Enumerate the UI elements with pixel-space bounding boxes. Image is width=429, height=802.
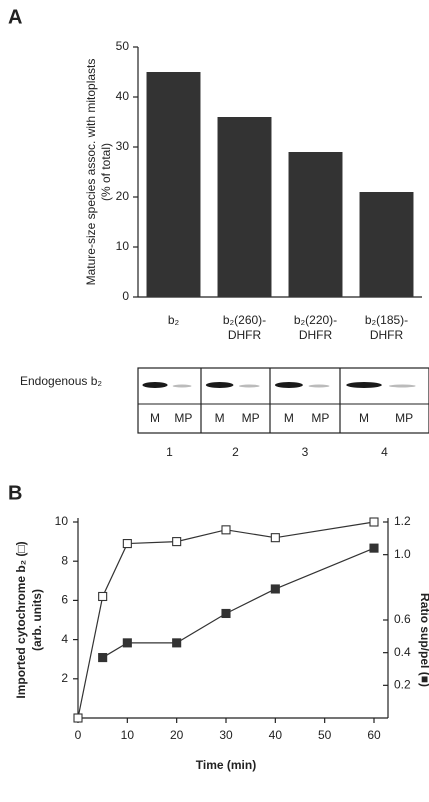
- data-point: [123, 540, 131, 548]
- data-point: [271, 585, 279, 593]
- data-point: [74, 714, 82, 722]
- bar: [289, 152, 343, 297]
- gel-band: [206, 382, 234, 388]
- y2-tick-label: 0.6: [394, 612, 411, 626]
- x-tick-label: 0: [75, 728, 82, 742]
- gel-label: Endogenous b₂: [20, 374, 102, 388]
- y-tick-label: 50: [116, 39, 130, 53]
- data-point: [222, 609, 230, 617]
- gel-band-faint: [239, 385, 260, 388]
- series-line: [103, 548, 374, 657]
- gel-band-faint: [389, 385, 416, 388]
- fraction-label: M: [150, 411, 160, 425]
- y-tick-label: 2: [61, 671, 68, 685]
- x-tick-label: 20: [170, 728, 184, 742]
- x-tick-label: b₂(220)-DHFR: [283, 313, 349, 343]
- y-tick-label: 8: [61, 553, 68, 567]
- data-point: [123, 639, 131, 647]
- data-point: [99, 654, 107, 662]
- series-line: [78, 522, 374, 718]
- fraction-label: M: [284, 411, 294, 425]
- data-point: [370, 544, 378, 552]
- x-tick-label: b₂(260)-DHFR: [212, 313, 278, 343]
- figure: A B Endogenous b₂ 01020304050Mature-size…: [0, 0, 429, 802]
- y-tick-label: 0: [122, 289, 129, 303]
- gel-band: [275, 382, 303, 388]
- gel-band: [142, 382, 167, 388]
- data-point: [99, 592, 107, 600]
- y-axis-title: Imported cytochrome b₂ (□): [14, 541, 28, 698]
- bar: [218, 117, 272, 297]
- x-tick-label: 50: [318, 728, 332, 742]
- y-axis-title: (arb. units): [30, 589, 44, 651]
- x-tick-label: b₂: [141, 313, 207, 328]
- x-tick-label: b₂(185)-DHFR: [354, 313, 420, 343]
- y-tick-label: 30: [116, 139, 130, 153]
- y2-tick-label: 1.2: [394, 514, 411, 528]
- lane-number: 1: [166, 445, 173, 459]
- figure-canvas: A B Endogenous b₂ 01020304050Mature-size…: [0, 0, 429, 802]
- gel-band-faint: [309, 385, 330, 388]
- bar: [360, 192, 414, 297]
- fraction-label: MP: [174, 411, 192, 425]
- x-tick-label: 30: [219, 728, 233, 742]
- panel-label: B: [8, 482, 22, 504]
- y2-axis-title: Ratio sup/pel (■): [418, 593, 429, 687]
- fraction-label: MP: [395, 411, 413, 425]
- y-tick-label: 10: [55, 514, 69, 528]
- x-tick-label: 10: [121, 728, 135, 742]
- y-tick-label: 10: [116, 239, 130, 253]
- y2-tick-label: 1.0: [394, 547, 411, 561]
- y-axis-title: (% of total): [99, 143, 113, 201]
- lane-number: 2: [232, 445, 239, 459]
- x-tick-label: 60: [367, 728, 381, 742]
- y-axis-title: Mature-size species assoc. with mitoplas…: [84, 59, 98, 286]
- y-tick-label: 4: [61, 632, 68, 646]
- y-tick-label: 40: [116, 89, 130, 103]
- lane-number: 3: [302, 445, 309, 459]
- gel-band-faint: [173, 385, 192, 388]
- fraction-label: M: [215, 411, 225, 425]
- fraction-label: MP: [242, 411, 260, 425]
- data-point: [271, 534, 279, 542]
- y2-tick-label: 0.2: [394, 678, 411, 692]
- data-point: [173, 639, 181, 647]
- y-tick-label: 6: [61, 593, 68, 607]
- gel-band: [346, 382, 382, 388]
- y2-tick-label: 0.4: [394, 645, 411, 659]
- x-tick-label: 40: [269, 728, 283, 742]
- y-tick-label: 20: [116, 189, 130, 203]
- fraction-label: M: [359, 411, 369, 425]
- panel-label: A: [8, 6, 22, 28]
- fraction-label: MP: [311, 411, 329, 425]
- bar: [147, 72, 201, 297]
- lane-number: 4: [381, 445, 388, 459]
- data-point: [370, 518, 378, 526]
- x-axis-title: Time (min): [196, 758, 256, 772]
- data-point: [173, 538, 181, 546]
- data-point: [222, 526, 230, 534]
